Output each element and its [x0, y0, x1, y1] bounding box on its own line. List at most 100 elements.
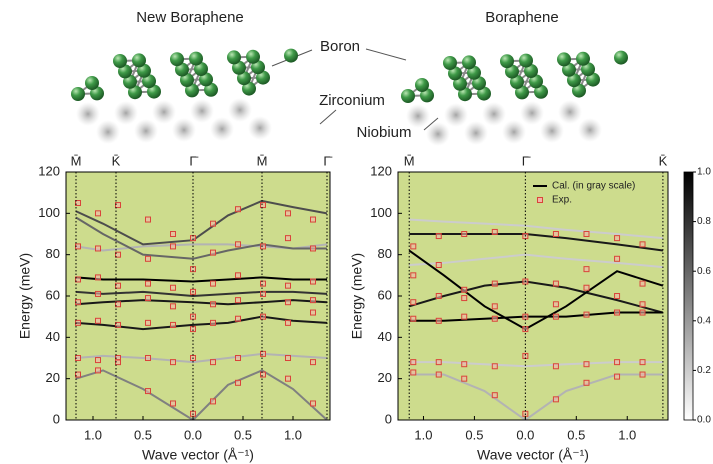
boron-atom — [576, 52, 590, 66]
exp-point — [96, 211, 101, 216]
y-tick-label: 100 — [38, 205, 60, 220]
exp-point — [411, 244, 416, 249]
exp-point — [553, 302, 558, 307]
exp-point — [436, 234, 441, 239]
exp-point — [96, 318, 101, 323]
exp-point — [96, 291, 101, 296]
exp-point — [640, 360, 645, 365]
exp-point — [236, 316, 241, 321]
metal-atom — [114, 101, 138, 125]
boron-atom — [113, 54, 127, 68]
exp-point — [171, 244, 176, 249]
symmetry-label: K̄ — [659, 153, 668, 168]
exp-point — [286, 320, 291, 325]
exp-point — [286, 300, 291, 305]
exp-point — [286, 376, 291, 381]
exp-point — [311, 360, 316, 365]
exp-point — [462, 232, 467, 237]
y-tick-label: 60 — [378, 287, 392, 302]
metal-atom — [248, 116, 272, 140]
legend-swatch — [538, 198, 543, 203]
exp-point — [615, 374, 620, 379]
metal-atom — [172, 118, 196, 142]
symmetry-label: Γ̄ — [189, 153, 198, 168]
exp-point — [584, 312, 589, 317]
y-tick-label: 0 — [385, 411, 392, 426]
exp-point — [211, 360, 216, 365]
y-tick-label: 0 — [53, 411, 60, 426]
exp-point — [236, 356, 241, 361]
colorbar-tick-label: 0.0 — [697, 415, 711, 426]
metal-atom — [520, 101, 544, 125]
exp-point — [261, 291, 266, 296]
exp-point — [146, 256, 151, 261]
exp-point — [640, 372, 645, 377]
exp-point — [211, 320, 216, 325]
exp-point — [462, 296, 467, 301]
symmetry-label: M̄ — [404, 153, 415, 168]
exp-point — [553, 281, 558, 286]
x-axis-label: Wave vector (Å⁻¹) — [142, 447, 254, 463]
chart: M̄Γ̄K̄0204060801001201.00.50.00.51.0Wave… — [349, 153, 712, 462]
symmetry-label: M̄ — [71, 153, 82, 168]
exp-point — [286, 356, 291, 361]
boron-atom — [401, 89, 415, 103]
exp-point — [411, 370, 416, 375]
exp-point — [411, 300, 416, 305]
x-tick-label: 0.5 — [134, 427, 152, 442]
colorbar-tick-label: 0.4 — [697, 315, 711, 326]
metal-atom — [190, 99, 214, 123]
exp-point — [584, 232, 589, 237]
legend-label: Cal. (in gray scale) — [552, 181, 635, 192]
structure-title: New Boraphene — [136, 9, 244, 26]
exp-point — [261, 203, 266, 208]
boron-atom — [189, 52, 203, 66]
y-tick-label: 20 — [46, 370, 60, 385]
chart: M̄K̄Γ̄M̄Γ̄0204060801001201.00.50.00.51.0… — [17, 153, 333, 462]
y-axis-label: Energy (meV) — [349, 253, 365, 339]
exp-point — [492, 281, 497, 286]
exp-point — [236, 207, 241, 212]
exp-point — [462, 314, 467, 319]
exp-point — [311, 298, 316, 303]
exp-point — [96, 358, 101, 363]
lattice — [71, 49, 298, 144]
boron-atom — [71, 87, 85, 101]
exp-point — [553, 314, 558, 319]
exp-point — [411, 360, 416, 365]
exp-point — [286, 236, 291, 241]
colorbar-tick-label: 1.0 — [697, 167, 711, 178]
exp-point — [411, 316, 416, 321]
exp-point — [171, 232, 176, 237]
exp-point — [436, 372, 441, 377]
exp-point — [211, 281, 216, 286]
exp-point — [261, 372, 266, 377]
boron-atom — [614, 51, 628, 65]
exp-point — [436, 318, 441, 323]
atom-label: Zirconium — [319, 92, 385, 109]
exp-point — [171, 360, 176, 365]
exp-point — [553, 397, 558, 402]
metal-atom — [76, 102, 100, 126]
exp-point — [211, 399, 216, 404]
exp-point — [492, 229, 497, 234]
metal-atom — [134, 119, 158, 143]
symmetry-label: Γ̄ — [522, 153, 531, 168]
atom-label: Niobium — [356, 124, 411, 141]
boron-atom — [557, 52, 571, 66]
boron-atom — [246, 50, 260, 64]
exp-point — [261, 314, 266, 319]
exp-point — [615, 294, 620, 299]
exp-point — [146, 320, 151, 325]
exp-point — [171, 304, 176, 309]
exp-point — [311, 279, 316, 284]
exp-point — [96, 275, 101, 280]
boron-atom — [132, 53, 146, 67]
exp-point — [436, 263, 441, 268]
exp-point — [553, 232, 558, 237]
symmetry-label: K̄ — [112, 153, 121, 168]
exp-point — [640, 302, 645, 307]
y-tick-label: 120 — [38, 163, 60, 178]
metal-atom — [228, 98, 252, 122]
exp-point — [411, 273, 416, 278]
